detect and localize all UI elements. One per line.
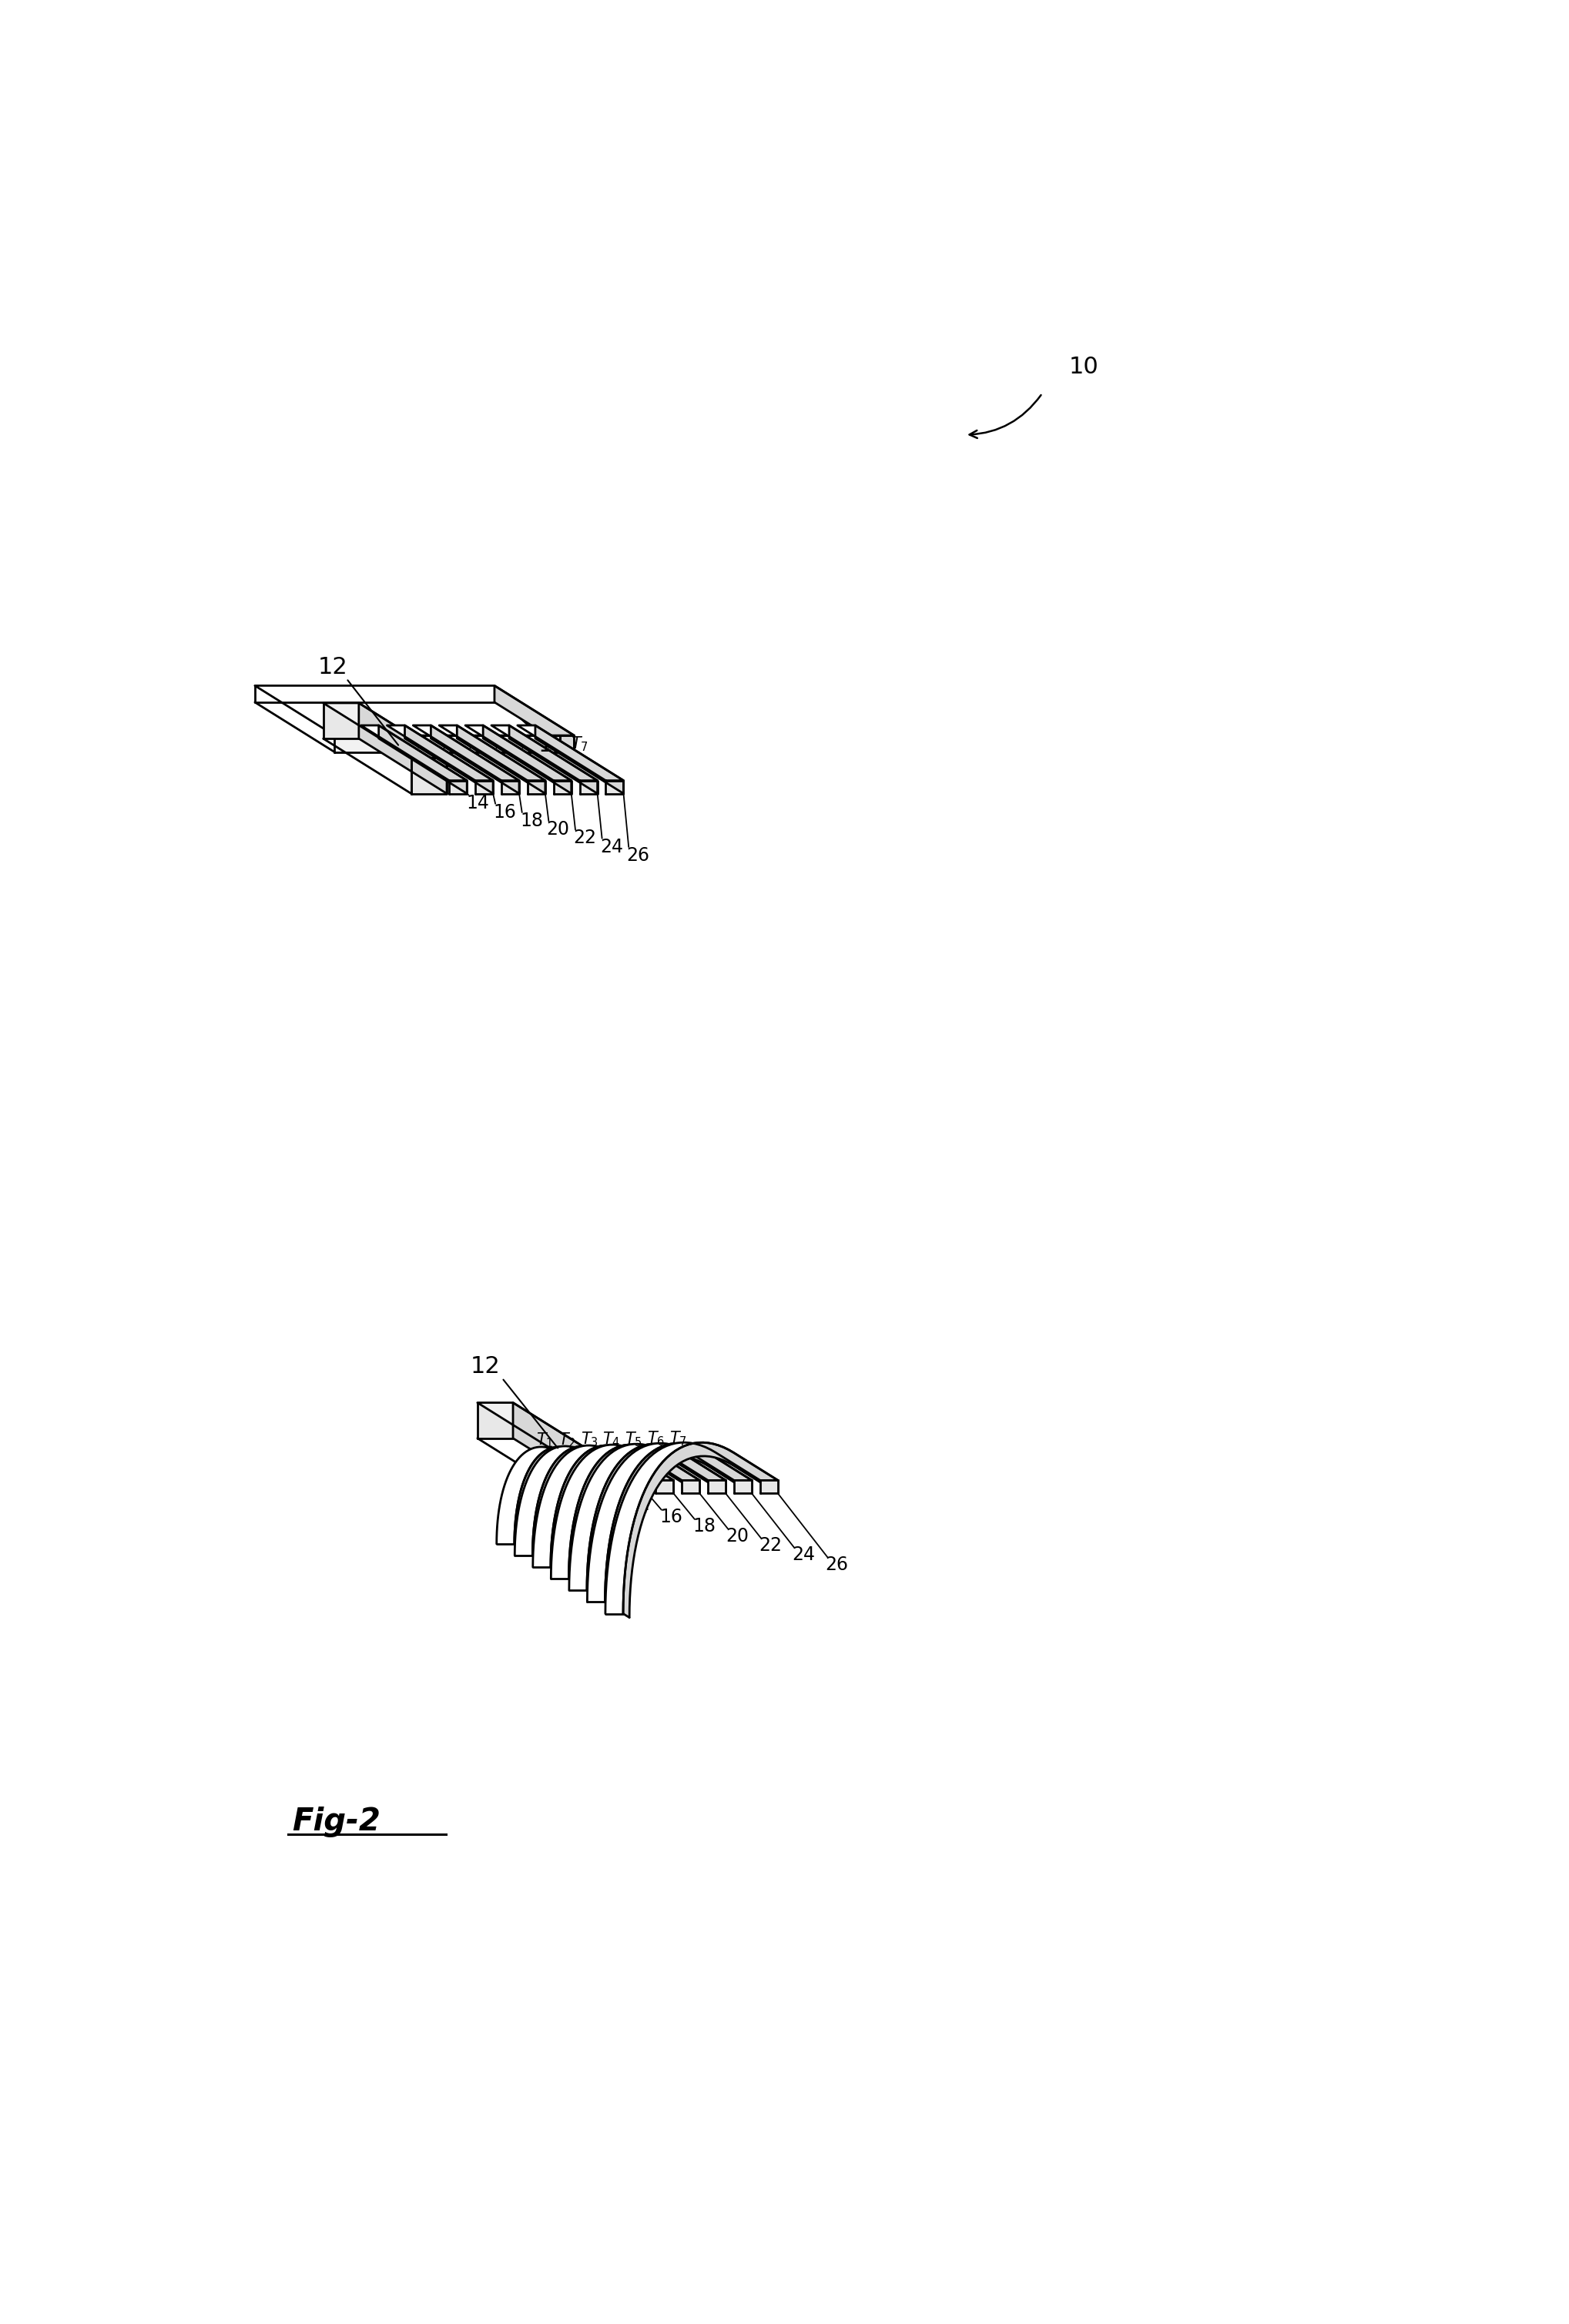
Polygon shape (494, 686, 574, 753)
Polygon shape (606, 1443, 752, 1606)
Polygon shape (483, 725, 571, 792)
Polygon shape (513, 1404, 601, 1494)
Text: $T_{4}$: $T_{4}$ (602, 1429, 620, 1448)
Polygon shape (681, 1480, 700, 1494)
Polygon shape (378, 725, 468, 792)
Polygon shape (629, 1480, 648, 1494)
Text: Fig-2: Fig-2 (292, 1806, 380, 1838)
Polygon shape (527, 781, 546, 792)
Polygon shape (604, 1480, 621, 1494)
Text: $T_{6}$: $T_{6}$ (544, 734, 562, 753)
Text: $T_{5}$: $T_{5}$ (624, 1429, 642, 1448)
Polygon shape (579, 781, 598, 792)
Text: 22: 22 (573, 830, 596, 848)
Text: 18: 18 (519, 811, 543, 830)
Text: $T_{6}$: $T_{6}$ (646, 1429, 665, 1448)
Text: $T_{2}$: $T_{2}$ (441, 734, 458, 753)
Polygon shape (457, 725, 546, 792)
Polygon shape (518, 725, 623, 781)
Polygon shape (361, 725, 468, 781)
Polygon shape (411, 758, 447, 792)
Polygon shape (502, 781, 519, 792)
Polygon shape (477, 1404, 513, 1439)
Polygon shape (405, 725, 493, 792)
Polygon shape (475, 781, 493, 792)
Polygon shape (623, 1443, 778, 1618)
Text: 18: 18 (692, 1518, 715, 1536)
Polygon shape (497, 1448, 621, 1543)
Polygon shape (510, 725, 598, 792)
Text: $T_{5}$: $T_{5}$ (518, 734, 537, 753)
Polygon shape (515, 1448, 621, 1548)
Polygon shape (708, 1480, 725, 1494)
FancyArrowPatch shape (970, 395, 1040, 439)
Text: 26: 26 (626, 846, 650, 865)
Polygon shape (254, 686, 574, 734)
Polygon shape (535, 725, 623, 792)
Polygon shape (515, 1446, 648, 1555)
Text: 16: 16 (659, 1508, 683, 1527)
Polygon shape (554, 781, 571, 792)
Polygon shape (568, 1446, 700, 1583)
Polygon shape (413, 725, 519, 781)
Polygon shape (606, 781, 623, 792)
Polygon shape (587, 1443, 725, 1594)
Polygon shape (606, 1443, 778, 1613)
Polygon shape (323, 702, 447, 758)
Polygon shape (565, 1457, 601, 1494)
Polygon shape (570, 1443, 725, 1590)
Polygon shape (734, 1480, 752, 1494)
Text: 24: 24 (599, 837, 623, 855)
Text: $T_{1}$: $T_{1}$ (414, 734, 431, 753)
Polygon shape (551, 1446, 700, 1578)
Text: $T_{2}$: $T_{2}$ (559, 1432, 576, 1450)
Text: 14: 14 (626, 1499, 650, 1518)
Polygon shape (491, 725, 598, 781)
Polygon shape (388, 725, 493, 781)
Text: $T_{7}$: $T_{7}$ (670, 1429, 687, 1448)
Polygon shape (449, 781, 468, 792)
Polygon shape (431, 725, 519, 792)
Text: 12: 12 (319, 655, 348, 679)
Text: 11: 11 (538, 734, 568, 755)
Polygon shape (533, 1446, 673, 1566)
Polygon shape (532, 1446, 648, 1559)
Polygon shape (323, 702, 359, 739)
Polygon shape (466, 725, 571, 781)
Text: $T_{1}$: $T_{1}$ (537, 1432, 554, 1450)
Polygon shape (656, 1480, 673, 1494)
Text: 20: 20 (726, 1527, 748, 1545)
Text: 16: 16 (493, 802, 516, 820)
Polygon shape (439, 725, 546, 781)
Text: 20: 20 (546, 820, 570, 839)
Polygon shape (587, 1443, 752, 1601)
Text: 22: 22 (759, 1536, 783, 1555)
Polygon shape (759, 1480, 778, 1494)
Text: $T_{3}$: $T_{3}$ (466, 734, 483, 753)
Text: 10: 10 (1068, 356, 1098, 379)
Text: $T_{3}$: $T_{3}$ (581, 1432, 598, 1448)
Text: 14: 14 (466, 795, 490, 813)
Text: $T_{4}$: $T_{4}$ (493, 734, 510, 753)
Text: 12: 12 (471, 1355, 501, 1378)
Polygon shape (477, 1404, 601, 1457)
Polygon shape (551, 1446, 673, 1571)
Polygon shape (359, 702, 447, 792)
Text: 26: 26 (825, 1555, 849, 1573)
Polygon shape (334, 734, 574, 753)
Text: 24: 24 (792, 1545, 816, 1564)
Text: $T_{7}$: $T_{7}$ (571, 734, 588, 753)
